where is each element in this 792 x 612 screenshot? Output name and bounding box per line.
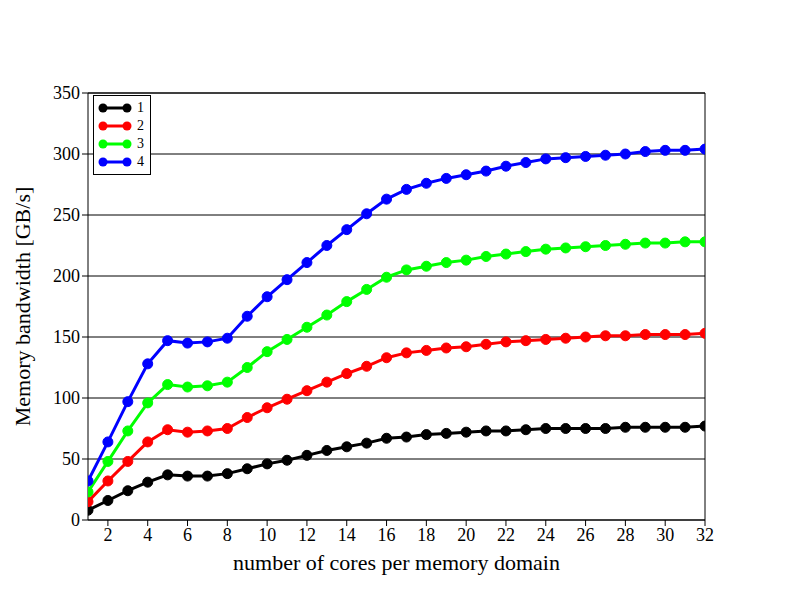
svg-text:20: 20 xyxy=(457,525,475,545)
svg-text:24: 24 xyxy=(537,525,555,545)
svg-text:18: 18 xyxy=(417,525,435,545)
svg-text:300: 300 xyxy=(53,144,80,164)
svg-text:150: 150 xyxy=(53,327,80,347)
html-text:4: 4 xyxy=(137,154,144,169)
svg-text:number of cores per memory dom: number of cores per memory domain xyxy=(233,550,560,575)
svg-text:350: 350 xyxy=(53,83,80,103)
svg-text:28: 28 xyxy=(616,525,634,545)
svg-text:32: 32 xyxy=(696,525,714,545)
html-text:1: 1 xyxy=(137,100,144,115)
svg-text:26: 26 xyxy=(577,525,595,545)
svg-text:50: 50 xyxy=(62,449,80,469)
svg-text:8: 8 xyxy=(223,525,232,545)
svg-text:12: 12 xyxy=(298,525,316,545)
svg-text:6: 6 xyxy=(183,525,192,545)
svg-text:100: 100 xyxy=(53,388,80,408)
svg-text:10: 10 xyxy=(258,525,276,545)
svg-text:Memory bandwidth [GB/s]: Memory bandwidth [GB/s] xyxy=(10,187,35,427)
svg-text:16: 16 xyxy=(378,525,396,545)
html-text:3: 3 xyxy=(137,136,144,151)
svg-text:4: 4 xyxy=(143,525,152,545)
svg-text:250: 250 xyxy=(53,205,80,225)
svg-text:200: 200 xyxy=(53,266,80,286)
svg-text:2: 2 xyxy=(103,525,112,545)
svg-text:22: 22 xyxy=(497,525,515,545)
svg-text:0: 0 xyxy=(71,510,80,530)
svg-text:14: 14 xyxy=(338,525,356,545)
svg-text:30: 30 xyxy=(656,525,674,545)
html-text:2: 2 xyxy=(137,118,144,133)
